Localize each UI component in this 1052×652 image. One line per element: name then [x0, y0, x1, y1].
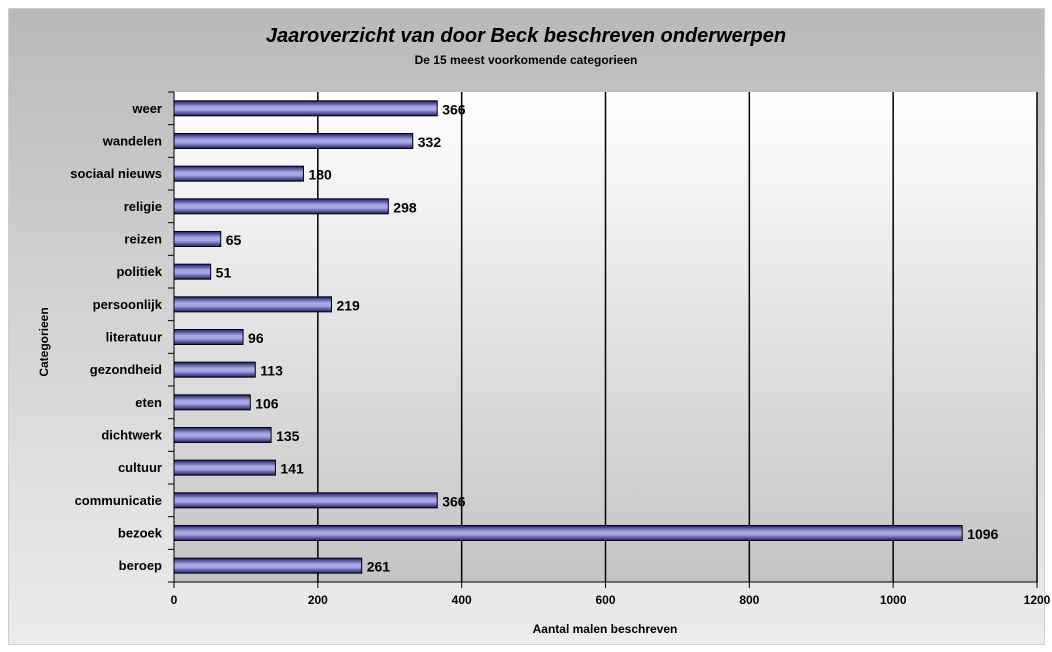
bar-cultuur — [173, 459, 276, 476]
data-label: 298 — [393, 199, 417, 215]
x-tick-label: 400 — [452, 593, 472, 607]
data-label: 106 — [255, 395, 279, 411]
chart-title: Jaaroverzicht van door Beck beschreven o… — [265, 25, 787, 47]
bar-religie — [173, 198, 389, 215]
category-label: reizen — [124, 232, 162, 247]
chart-subtitle: De 15 meest voorkomende categorieen — [414, 53, 638, 67]
data-label: 113 — [260, 363, 283, 379]
data-label: 332 — [418, 134, 442, 150]
category-label: weer — [131, 101, 162, 116]
category-label: communicatie — [75, 493, 162, 508]
data-label: 141 — [280, 461, 304, 477]
x-tick-label: 1200 — [1024, 593, 1051, 607]
category-label: beroep — [119, 558, 162, 573]
data-label: 366 — [442, 493, 466, 509]
bar-gezondheid — [173, 361, 256, 378]
data-label: 261 — [367, 559, 391, 575]
data-label: 51 — [216, 265, 232, 281]
bar-eten — [173, 394, 251, 411]
y-axis-title: Categorieen — [37, 307, 51, 377]
category-label: literatuur — [106, 330, 162, 345]
bar-reizen — [173, 231, 222, 247]
data-label: 219 — [336, 297, 360, 313]
bar-communicatie — [173, 492, 438, 509]
bar-politiek — [173, 263, 212, 280]
category-label: eten — [135, 395, 162, 410]
bar-dichtwerk — [173, 427, 272, 443]
x-tick-label: 1000 — [880, 593, 907, 607]
x-tick-label: 0 — [171, 593, 178, 607]
data-label: 65 — [226, 232, 242, 248]
category-label: politiek — [116, 264, 162, 279]
category-label: dichtwerk — [101, 428, 162, 443]
x-tick-label: 200 — [308, 593, 328, 607]
bar-weer — [173, 100, 438, 117]
bar-beroep — [173, 557, 363, 574]
category-label: bezoek — [118, 526, 163, 541]
x-axis-title: Aantal malen beschreven — [532, 622, 678, 636]
bar-sociaal-nieuws — [173, 165, 304, 182]
data-label: 1096 — [967, 526, 998, 542]
category-label: religie — [124, 199, 162, 214]
data-label: 180 — [308, 167, 332, 183]
bar-bezoek — [173, 525, 963, 541]
x-tick-label: 800 — [739, 593, 759, 607]
x-tick-label: 600 — [595, 593, 615, 607]
category-label: gezondheid — [90, 362, 162, 377]
category-label: persoonlijk — [93, 297, 163, 312]
data-label: 96 — [248, 330, 264, 346]
bar-wandelen — [173, 133, 414, 149]
category-label: sociaal nieuws — [70, 166, 162, 181]
bar-persoonlijk — [173, 296, 332, 313]
data-label: 366 — [442, 101, 466, 117]
data-label: 135 — [276, 428, 300, 444]
category-label: wandelen — [102, 134, 162, 149]
category-label: cultuur — [118, 460, 162, 475]
bar-literatuur — [173, 329, 244, 345]
